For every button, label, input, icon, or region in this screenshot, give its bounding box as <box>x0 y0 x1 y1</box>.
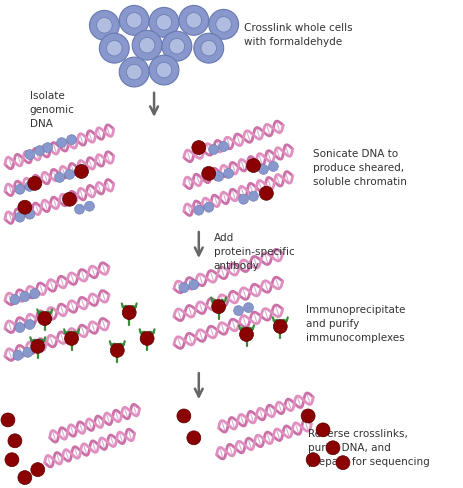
Text: Crosslink whole cells
with formaldehyde: Crosslink whole cells with formaldehyde <box>244 23 352 47</box>
Circle shape <box>212 300 225 314</box>
Circle shape <box>246 159 260 173</box>
Text: Isolate
genomic
DNA: Isolate genomic DNA <box>30 91 75 129</box>
Circle shape <box>156 63 172 79</box>
Circle shape <box>8 434 22 448</box>
Circle shape <box>209 10 238 40</box>
Circle shape <box>126 14 142 29</box>
Circle shape <box>56 139 67 148</box>
Circle shape <box>119 58 149 88</box>
Circle shape <box>15 323 25 333</box>
Circle shape <box>179 283 189 293</box>
Circle shape <box>149 56 179 86</box>
Circle shape <box>35 146 45 156</box>
Circle shape <box>126 65 142 81</box>
Circle shape <box>25 182 35 192</box>
Circle shape <box>273 320 287 334</box>
Circle shape <box>97 19 112 34</box>
Circle shape <box>238 195 249 205</box>
Circle shape <box>132 31 162 61</box>
Circle shape <box>89 11 119 41</box>
Circle shape <box>30 289 40 299</box>
Circle shape <box>306 453 320 467</box>
Circle shape <box>189 280 199 290</box>
Circle shape <box>301 409 315 423</box>
Circle shape <box>31 340 45 354</box>
Circle shape <box>110 344 124 358</box>
Circle shape <box>336 456 350 469</box>
Circle shape <box>187 431 201 445</box>
Circle shape <box>239 328 253 342</box>
Circle shape <box>25 320 35 330</box>
Circle shape <box>18 470 32 485</box>
Circle shape <box>25 210 35 220</box>
Circle shape <box>28 177 42 191</box>
Circle shape <box>84 202 94 212</box>
Circle shape <box>18 201 32 215</box>
Circle shape <box>179 6 209 36</box>
Circle shape <box>234 306 244 316</box>
Circle shape <box>201 41 217 57</box>
Circle shape <box>186 14 201 29</box>
Circle shape <box>259 187 273 201</box>
Circle shape <box>162 32 192 62</box>
Circle shape <box>15 213 25 223</box>
Circle shape <box>326 441 340 455</box>
Circle shape <box>20 292 30 302</box>
Circle shape <box>194 34 224 64</box>
Circle shape <box>249 192 258 202</box>
Circle shape <box>31 463 45 477</box>
Circle shape <box>100 34 129 64</box>
Circle shape <box>55 173 65 183</box>
Circle shape <box>10 295 20 305</box>
Circle shape <box>5 453 19 467</box>
Circle shape <box>202 167 216 181</box>
Circle shape <box>13 351 23 361</box>
Text: Immunoprecipitate
and purify
immunocomplexes: Immunoprecipitate and purify immunocompl… <box>306 304 406 342</box>
Text: Reverse crosslinks,
purify DNA, and
prepare for sequencing: Reverse crosslinks, purify DNA, and prep… <box>308 428 430 466</box>
Circle shape <box>25 150 35 160</box>
Circle shape <box>194 206 204 216</box>
Circle shape <box>43 143 53 153</box>
Circle shape <box>204 203 214 213</box>
Circle shape <box>63 193 76 207</box>
Circle shape <box>224 169 234 179</box>
Circle shape <box>219 142 229 152</box>
Circle shape <box>209 145 219 155</box>
Circle shape <box>65 170 75 180</box>
Circle shape <box>106 41 122 57</box>
Circle shape <box>1 413 15 427</box>
Circle shape <box>214 172 224 182</box>
Circle shape <box>75 205 84 215</box>
Circle shape <box>119 6 149 36</box>
Circle shape <box>75 165 88 179</box>
Circle shape <box>149 8 179 38</box>
Circle shape <box>316 423 330 437</box>
Text: Sonicate DNA to
produce sheared,
soluble chromatin: Sonicate DNA to produce sheared, soluble… <box>313 148 407 186</box>
Circle shape <box>23 347 33 358</box>
Circle shape <box>67 135 76 145</box>
Circle shape <box>122 306 136 320</box>
Circle shape <box>38 312 52 326</box>
Circle shape <box>177 409 191 423</box>
Circle shape <box>192 142 206 155</box>
Circle shape <box>258 165 269 175</box>
Circle shape <box>216 18 232 33</box>
Circle shape <box>169 40 185 55</box>
Circle shape <box>156 16 172 31</box>
Circle shape <box>140 332 154 346</box>
Circle shape <box>15 185 25 195</box>
Circle shape <box>244 303 253 313</box>
Circle shape <box>269 162 278 172</box>
Circle shape <box>139 39 155 54</box>
Text: Add
protein-specific
antibody: Add protein-specific antibody <box>214 233 294 270</box>
Circle shape <box>65 332 79 346</box>
